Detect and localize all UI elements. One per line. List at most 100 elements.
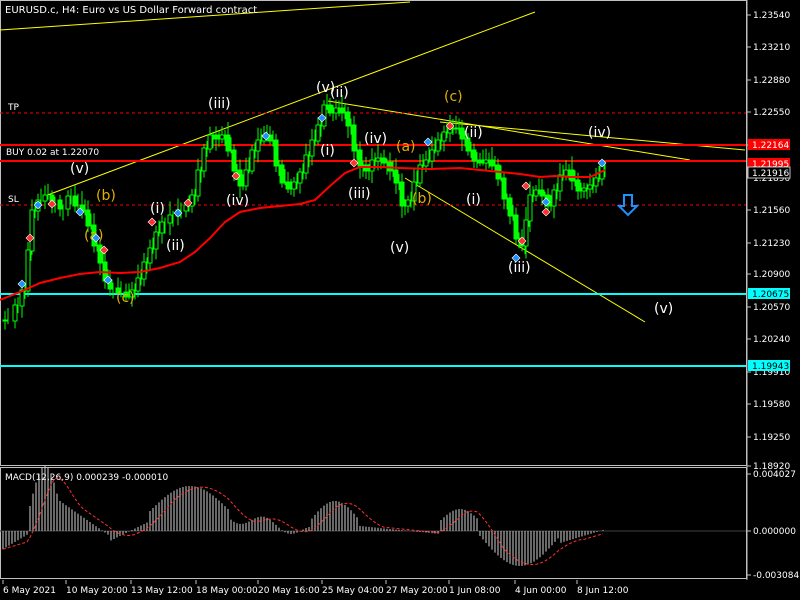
price-tag-label: 1.22164 xyxy=(752,141,789,151)
candle xyxy=(381,149,387,167)
buy-order-label: BUY 0.02 at 1.22070 xyxy=(6,148,99,158)
price-tag xyxy=(748,288,790,299)
candle xyxy=(167,201,173,236)
price-tick-label: 1.19910 xyxy=(753,368,790,378)
candle xyxy=(273,133,279,172)
trade-marker-icon xyxy=(521,181,531,191)
wave-label: (ii) xyxy=(464,125,483,141)
candle xyxy=(141,253,147,287)
time-tick-label: 18 May 00:00 xyxy=(196,586,258,596)
time-tick-label: 13 May 12:00 xyxy=(131,586,193,596)
macd-histogram xyxy=(2,466,604,566)
wave-label: (ii) xyxy=(330,85,349,101)
candle xyxy=(123,283,129,301)
candle xyxy=(507,193,513,225)
candle xyxy=(129,281,135,307)
candle xyxy=(12,298,18,329)
candle xyxy=(97,240,103,276)
candle xyxy=(115,277,121,298)
candle xyxy=(297,167,303,194)
candle xyxy=(593,167,599,193)
wedge-top-line[interactable] xyxy=(327,100,691,161)
channel-upper-line[interactable] xyxy=(0,1,411,31)
price-tick-label: 1.21230 xyxy=(753,239,790,249)
candle xyxy=(147,239,153,271)
candle xyxy=(42,185,48,209)
candle xyxy=(225,122,231,157)
candle xyxy=(315,117,321,145)
candle xyxy=(345,106,351,138)
trade-marker-icon xyxy=(17,279,27,289)
wave-label: (b) xyxy=(412,191,432,207)
main-chart-border xyxy=(0,0,747,466)
time-tick-label: 27 May 20:00 xyxy=(386,586,448,596)
candle xyxy=(213,126,219,151)
wave-label: (a) xyxy=(396,139,416,155)
candle xyxy=(405,195,411,213)
candle xyxy=(477,152,483,167)
wave-label: (iv) xyxy=(226,193,249,209)
price-tag-label: 1.20675 xyxy=(752,290,789,300)
trade-marker-icon xyxy=(75,207,85,217)
wave-label: (i) xyxy=(150,201,165,217)
trade-marker-icon xyxy=(541,197,551,207)
wave-label: (v) xyxy=(70,161,89,177)
price-axis: 1.235401.232101.228801.225501.222201.218… xyxy=(747,11,790,472)
wave-label: (iii) xyxy=(508,260,531,276)
time-tick-label: 6 May 2021 xyxy=(3,586,56,596)
candle xyxy=(557,163,563,202)
elliott-wave-labels: (v) (b) (a) (c) (i) (ii) (iii) (iv) (v) (ii) (i) (i… xyxy=(70,80,673,317)
candle xyxy=(471,143,477,169)
candle xyxy=(489,146,495,171)
candle xyxy=(375,144,381,171)
macd-label: MACD(12,26,9) 0.000239 -0.000010 xyxy=(5,473,168,483)
trade-marker-icon xyxy=(517,236,527,246)
time-axis: 6 May 2021 10 May 20:00 13 May 12:00 18 May… xyxy=(2,580,629,596)
time-tick-label: 4 Jun 00:00 xyxy=(515,586,567,596)
price-tick-label: 1.19250 xyxy=(753,433,790,443)
wave-label: (ii) xyxy=(166,238,185,254)
candle xyxy=(441,125,447,152)
macd-axis: 0.004027 0.000000 -0.003084 xyxy=(747,470,799,581)
trade-marker-icon xyxy=(423,137,433,147)
candle xyxy=(291,176,297,197)
candle xyxy=(569,156,575,191)
candle xyxy=(219,126,225,144)
trade-marker-icon xyxy=(33,200,43,210)
wave-label: (iv) xyxy=(364,131,387,147)
price-tag xyxy=(747,166,791,179)
candle xyxy=(435,132,441,156)
candle xyxy=(72,185,78,212)
candle xyxy=(369,148,375,184)
candle xyxy=(539,178,545,205)
trade-marker-icon xyxy=(47,199,57,209)
wave-label: (c) xyxy=(444,89,463,105)
price-tag xyxy=(748,139,790,150)
time-tick-label: 25 May 04:00 xyxy=(322,586,384,596)
wave-label: (i) xyxy=(466,192,481,208)
candle xyxy=(393,158,399,194)
trade-marker-icon xyxy=(173,208,183,218)
candle xyxy=(65,190,71,217)
trade-marker-icon xyxy=(25,233,35,243)
macd-signal-line xyxy=(2,477,604,566)
candle xyxy=(453,115,459,134)
wave-label: (c) xyxy=(116,290,135,306)
candle xyxy=(351,116,357,164)
wave-label: (v) xyxy=(654,301,673,317)
price-tick-label: 1.23540 xyxy=(753,11,790,21)
price-tag-label: 1.21995 xyxy=(752,160,789,170)
candle xyxy=(459,119,465,151)
candle xyxy=(339,94,345,122)
channel-upper-line-2[interactable] xyxy=(44,11,536,197)
time-tick-label: 1 Jun 08:00 xyxy=(449,586,501,596)
candle xyxy=(237,159,243,198)
price-tick-label: 1.20570 xyxy=(753,303,790,313)
wave-label: (iii) xyxy=(348,186,371,202)
candle xyxy=(159,215,165,244)
trade-marker-icon xyxy=(597,158,607,168)
candle xyxy=(249,145,255,175)
trade-marker-icon xyxy=(511,253,521,263)
candle xyxy=(465,133,471,156)
